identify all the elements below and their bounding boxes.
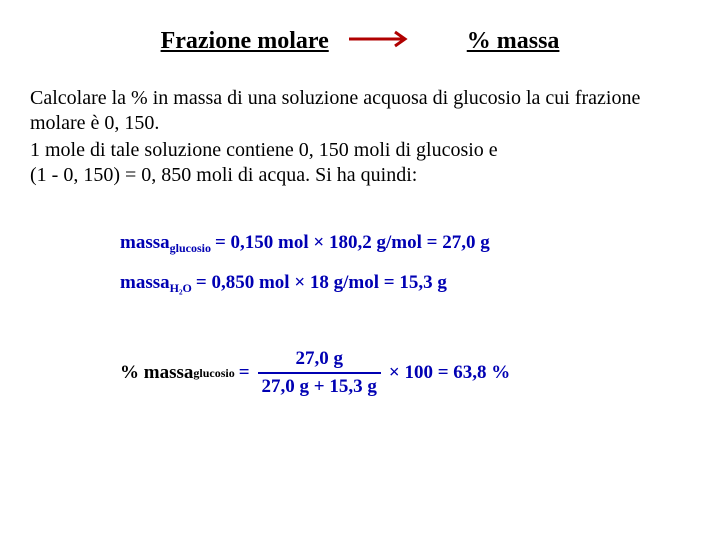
equation-percent-mass: % massaglucosio = 27,0 g 27,0 g + 15,3 g… <box>120 348 510 398</box>
equation-water-mass: massaH₂O = 0,850 mol × 18 g/mol = 15,3 g <box>120 272 447 296</box>
paragraph-1: Calcolare la % in massa di una soluzione… <box>30 86 690 136</box>
paragraph-2b: (1 - 0, 150) = 0, 850 moli di acqua. Si … <box>30 163 690 188</box>
eq2-label: massa <box>120 272 170 293</box>
eq2-rhs: = 0,850 mol × 18 g/mol = 15,3 g <box>196 272 447 293</box>
eq1-sub: glucosio <box>170 241 211 255</box>
eq2-sub: H₂O <box>170 281 192 295</box>
eq1-label: massa <box>120 232 170 253</box>
eq3-sub: glucosio <box>193 366 234 381</box>
equation-glucose-mass: massaglucosio = 0,150 mol × 180,2 g/mol … <box>120 232 490 256</box>
eq3-label: % massa <box>120 362 193 384</box>
arrow-icon <box>347 29 417 54</box>
title-right: % massa <box>467 28 560 55</box>
paragraph-2a: 1 mole di tale soluzione contiene 0, 150… <box>30 138 690 163</box>
body-text: Calcolare la % in massa di una soluzione… <box>30 86 690 188</box>
eq3-fraction: 27,0 g 27,0 g + 15,3 g <box>258 348 381 398</box>
eq1-rhs: = 0,150 mol × 180,2 g/mol = 27,0 g <box>215 232 490 253</box>
slide-header: Frazione molare % massa <box>0 28 720 55</box>
eq3-eqsign: = <box>239 362 250 384</box>
eq3-denominator: 27,0 g + 15,3 g <box>258 374 381 398</box>
title-left: Frazione molare <box>161 28 329 55</box>
eq3-tail: × 100 = 63,8 % <box>389 362 510 384</box>
eq3-numerator: 27,0 g <box>258 348 381 374</box>
